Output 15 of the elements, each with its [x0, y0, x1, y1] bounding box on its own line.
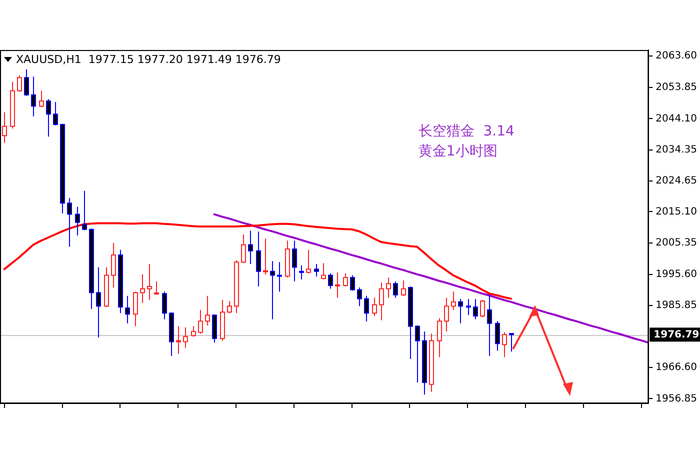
y-tick-label: 2005.35 — [656, 238, 698, 249]
ref-line-label: 1976.79 — [654, 329, 700, 340]
y-tick-label: 2015.10 — [656, 206, 698, 218]
y-tick-label: 2063.60 — [656, 50, 698, 62]
y-tick-label: 1956.85 — [656, 393, 698, 404]
y-tick-label: 2034.35 — [656, 144, 698, 156]
y-tick-label: 2053.85 — [656, 82, 698, 93]
chart-title: XAUUSD,H1 1977.15 1977.20 1971.49 1976.79 — [16, 52, 281, 66]
y-tick-label: 1995.60 — [656, 268, 698, 280]
y-tick-label: 2024.65 — [656, 176, 698, 187]
annotation: 黄金1小时图 — [418, 144, 498, 160]
y-tick-label: 2044.10 — [656, 113, 698, 124]
y-tick-label: 1985.85 — [656, 300, 698, 312]
y-tick-label: 1966.60 — [656, 362, 698, 373]
annotation: 长空猎金 3.14 — [418, 124, 515, 140]
